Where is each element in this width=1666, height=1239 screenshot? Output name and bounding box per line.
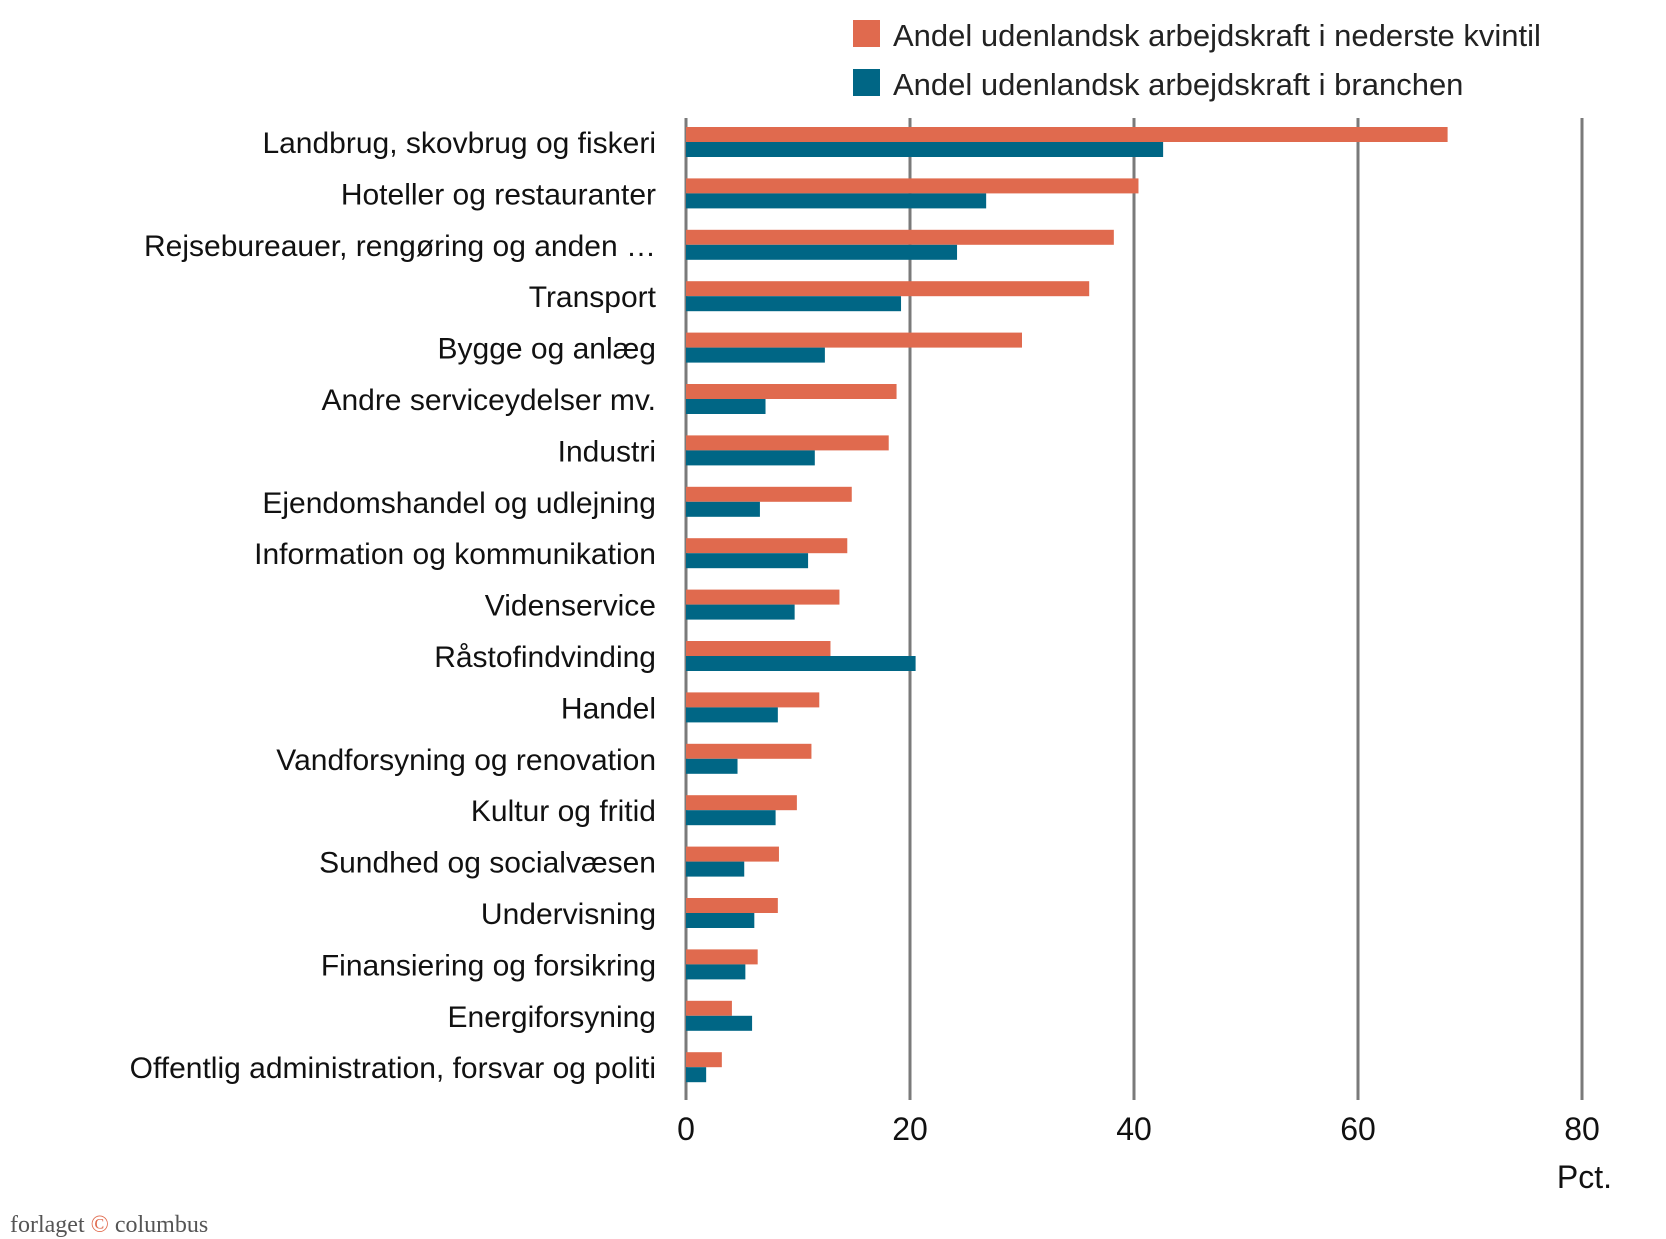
bar-branchen xyxy=(686,1067,707,1083)
x-axis-label: Pct. xyxy=(1557,1159,1612,1195)
bar-nederste-kvintil xyxy=(686,538,848,554)
bar-branchen xyxy=(686,450,815,466)
x-tick-label: 0 xyxy=(677,1111,695,1147)
logo-text-right: columbus xyxy=(114,1212,209,1238)
category-label: Handel xyxy=(561,692,656,725)
logo-text-left: forlaget xyxy=(10,1212,85,1238)
legend-swatch-nederste-kvintil xyxy=(853,20,880,47)
legend-label-branchen: Andel udenlandsk arbejdskraft i branchen xyxy=(893,67,1463,102)
x-tick-label: 20 xyxy=(892,1111,928,1147)
publisher-logo: forlaget © columbus xyxy=(10,1212,208,1239)
bar-nederste-kvintil xyxy=(686,435,889,451)
category-label: Videnservice xyxy=(485,590,656,623)
category-label: Sundhed og socialvæsen xyxy=(319,847,656,880)
category-label: Ejendomshandel og udlejning xyxy=(262,487,656,520)
bar-branchen xyxy=(686,656,916,671)
bar-branchen xyxy=(686,604,795,620)
bar-branchen xyxy=(686,296,902,312)
bar-branchen xyxy=(686,142,1164,157)
category-label: Industri xyxy=(558,435,656,468)
category-label: Kultur og fritid xyxy=(471,795,656,828)
bar-nederste-kvintil xyxy=(686,1052,722,1068)
bar-nederste-kvintil xyxy=(686,641,831,656)
category-label: Hoteller og restauranter xyxy=(341,178,656,211)
bar-branchen xyxy=(686,964,746,980)
bar-nederste-kvintil xyxy=(686,949,758,965)
bar-branchen xyxy=(686,707,778,723)
legend-label-nederste-kvintil: Andel udenlandsk arbejdskraft i nederste… xyxy=(893,18,1541,53)
category-label: Undervisning xyxy=(481,898,656,931)
x-tick-labels: 0 20 40 60 80 xyxy=(677,1111,1600,1147)
bar-nederste-kvintil xyxy=(686,692,820,708)
bar-nederste-kvintil xyxy=(686,589,840,605)
bar-branchen xyxy=(686,347,825,363)
x-tick-label: 60 xyxy=(1340,1111,1376,1147)
bar-branchen xyxy=(686,501,760,517)
logo-mark: © xyxy=(90,1212,109,1238)
category-label: Andre serviceydelser mv. xyxy=(321,384,656,417)
category-label: Vandforsyning og renovation xyxy=(276,744,656,777)
bar-nederste-kvintil xyxy=(686,127,1448,142)
bar-branchen xyxy=(686,758,738,774)
category-label: Rejsebureauer, rengøring og anden … xyxy=(144,230,656,263)
bar-nederste-kvintil xyxy=(686,486,852,502)
category-labels: Landbrug, skovbrug og fiskeri Hoteller og… xyxy=(130,127,657,1085)
category-label: Finansiering og forsikring xyxy=(321,949,656,982)
x-tick-label: 80 xyxy=(1564,1111,1600,1147)
bar-nederste-kvintil xyxy=(686,795,797,811)
x-tick-label: 40 xyxy=(1116,1111,1152,1147)
bar-nederste-kvintil xyxy=(686,384,897,399)
category-label: Information og kommunikation xyxy=(254,538,656,571)
category-label: Råstofindvinding xyxy=(434,641,656,674)
category-label: Energiforsyning xyxy=(448,1001,656,1034)
bar-nederste-kvintil xyxy=(686,743,812,759)
bar-nederste-kvintil xyxy=(686,846,779,862)
category-label: Transport xyxy=(529,281,657,314)
bar-branchen xyxy=(686,553,809,569)
bar-branchen xyxy=(686,244,958,260)
category-label: Offentlig administration, forsvar og pol… xyxy=(130,1052,656,1085)
bar-nederste-kvintil xyxy=(686,281,1090,297)
bar-nederste-kvintil xyxy=(686,1000,732,1016)
bar-branchen xyxy=(686,1015,753,1031)
bar-nederste-kvintil xyxy=(686,178,1139,194)
bar-branchen xyxy=(686,193,987,209)
gridlines xyxy=(684,118,1584,1100)
bar-branchen xyxy=(686,861,745,877)
bar-branchen xyxy=(686,913,755,928)
bar-branchen xyxy=(686,399,766,414)
legend: Andel udenlandsk arbejdskraft i nederste… xyxy=(853,18,1541,102)
legend-swatch-branchen xyxy=(853,69,880,96)
bars xyxy=(686,127,1448,1083)
category-label: Bygge og anlæg xyxy=(438,333,657,366)
bar-nederste-kvintil xyxy=(686,332,1022,348)
bar-branchen xyxy=(686,810,776,826)
category-label: Landbrug, skovbrug og fiskeri xyxy=(262,127,656,160)
bar-nederste-kvintil xyxy=(686,229,1114,245)
bar-nederste-kvintil xyxy=(686,898,778,913)
